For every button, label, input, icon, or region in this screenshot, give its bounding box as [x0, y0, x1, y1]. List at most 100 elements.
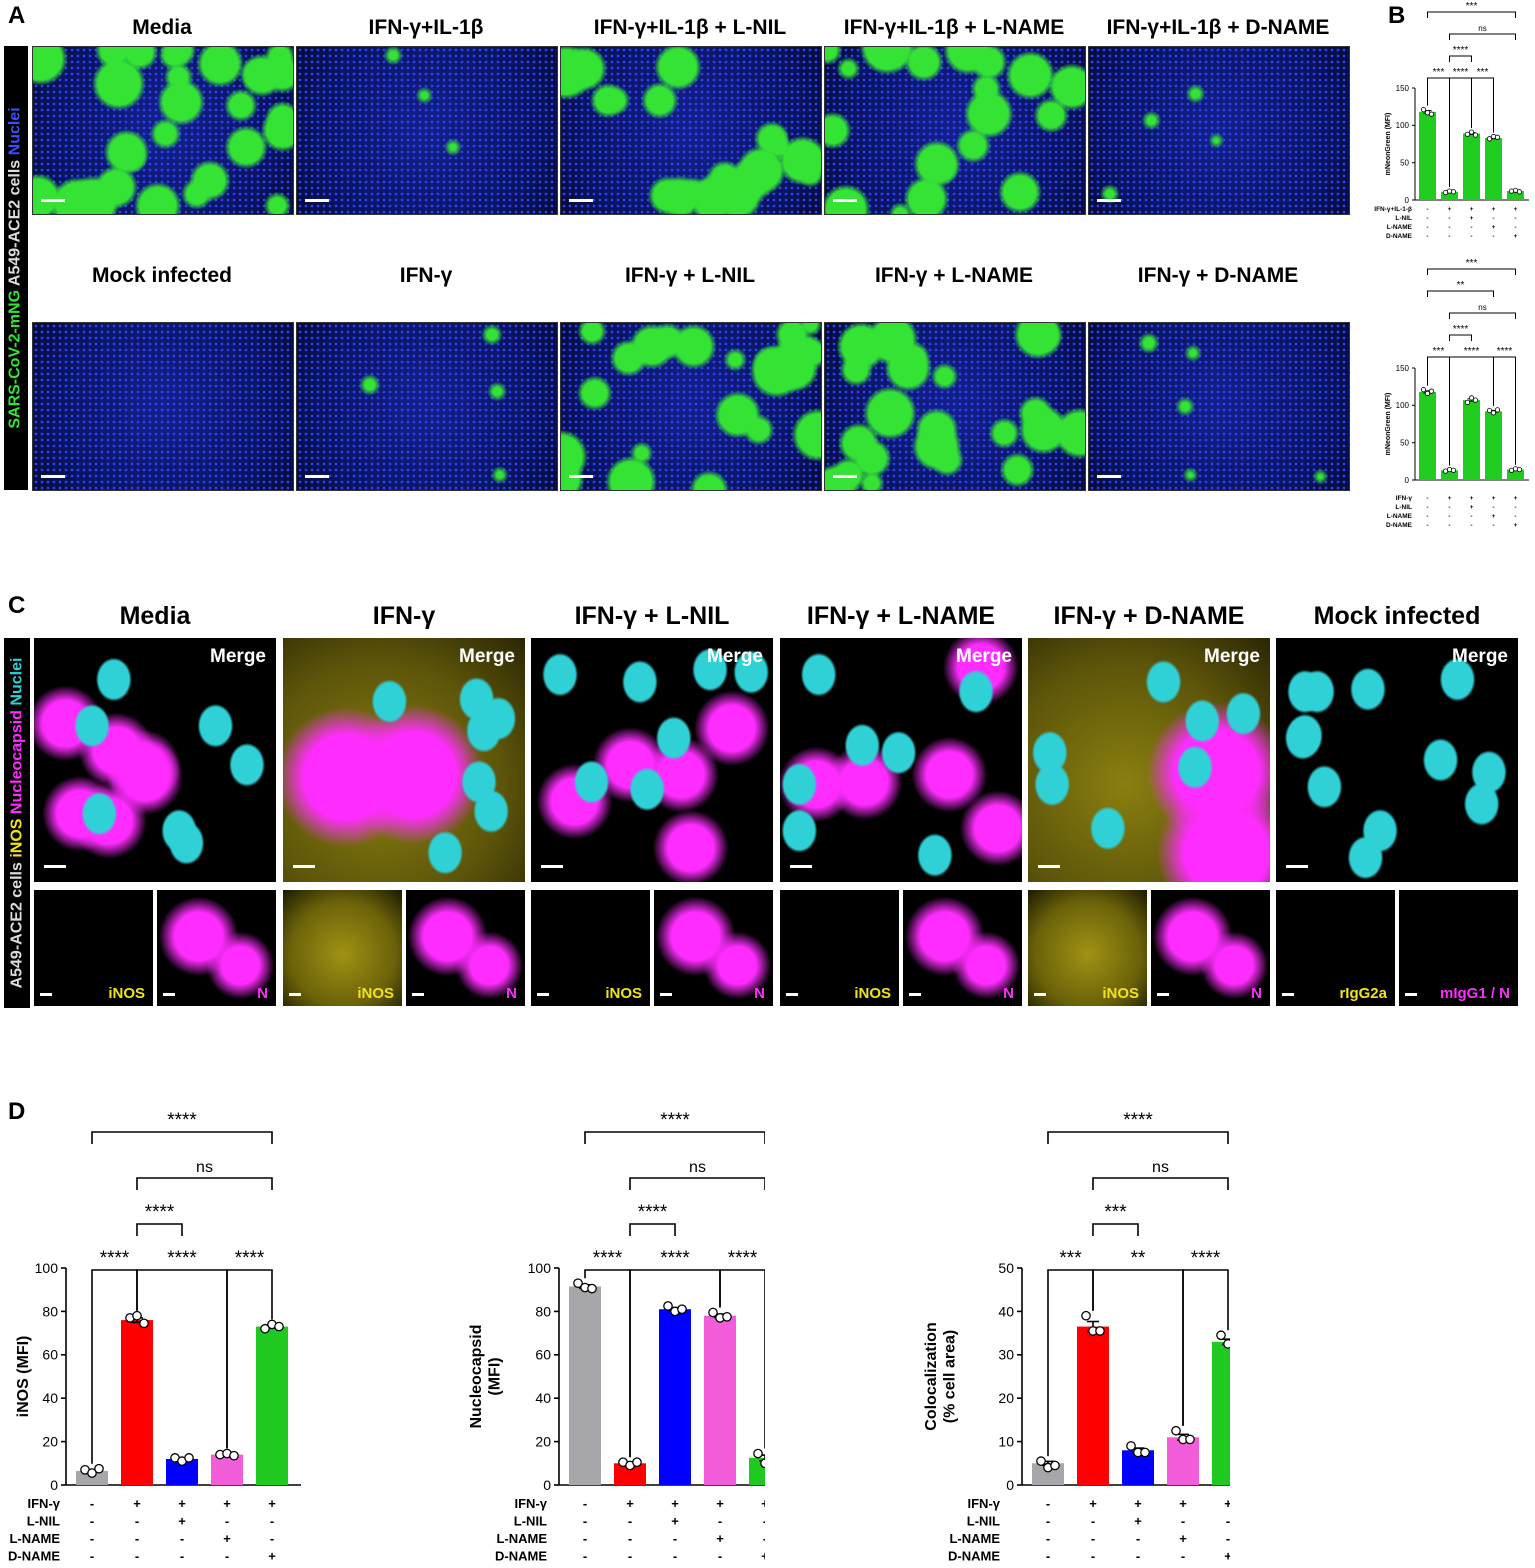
y-tick-label: 150 — [1396, 84, 1410, 93]
data-point — [1050, 1460, 1060, 1471]
condition-sign: - — [1470, 233, 1472, 240]
condition-sign: - — [270, 1531, 274, 1546]
condition-sign: - — [90, 1531, 94, 1546]
scale-bar — [660, 993, 672, 996]
fluorescence-micrograph — [32, 322, 294, 491]
y-tick-label: 0 — [1405, 196, 1410, 205]
significance-label: *** — [1433, 67, 1445, 78]
nucleocapsid-channel-image: N — [1151, 890, 1270, 1006]
scale-bar — [1157, 993, 1169, 996]
inos-channel-image: rIgG2a — [1276, 890, 1395, 1006]
channel-label: N — [1003, 985, 1014, 1002]
nucleocapsid-channel-image: N — [406, 890, 525, 1006]
condition-sign: - — [1046, 1549, 1050, 1564]
data-point — [1516, 189, 1523, 195]
condition-row-label: L-NAME — [949, 1531, 1000, 1546]
condition-sign: + — [268, 1549, 276, 1564]
significance-bracket — [226, 1269, 273, 1449]
condition-row-label: L-NAME — [9, 1531, 60, 1546]
panel-c-condition-title: Mock infected — [1313, 602, 1481, 630]
significance-label: **** — [1453, 45, 1469, 56]
channel-label: iNOS — [108, 985, 145, 1002]
scale-bar — [537, 993, 549, 996]
bar — [614, 1463, 646, 1485]
data-point — [1036, 1456, 1046, 1466]
significance-label: *** — [1466, 258, 1478, 269]
significance-label: *** — [1477, 67, 1489, 78]
panel-a-condition-title: IFN-γ + L-NIL — [624, 264, 756, 287]
condition-sign: - — [1448, 233, 1450, 240]
significance-bracket — [1449, 33, 1516, 40]
panel-label-c: C — [8, 592, 26, 619]
condition-sign: - — [1226, 1531, 1230, 1546]
condition-sign: - — [135, 1531, 139, 1546]
y-axis-label: Colocalization — [923, 1322, 940, 1430]
significance-label: **** — [167, 1110, 197, 1131]
condition-sign: - — [270, 1514, 274, 1529]
data-point — [1223, 1339, 1230, 1349]
bar — [569, 1286, 601, 1485]
data-point — [1494, 407, 1501, 413]
scale-bar — [1405, 993, 1417, 996]
condition-sign: - — [1091, 1514, 1095, 1529]
condition-row-label: L-NAME — [1387, 224, 1413, 231]
data-point — [94, 1463, 104, 1474]
significance-bracket — [136, 1223, 183, 1236]
bar — [1507, 469, 1524, 480]
condition-sign: - — [673, 1531, 677, 1546]
scale-bar — [305, 475, 329, 478]
bar — [1463, 400, 1480, 480]
channel-label: N — [1251, 985, 1262, 1002]
merge-label: Merge — [956, 646, 1012, 667]
channel-label: N — [506, 985, 517, 1002]
significance-bracket — [1092, 1223, 1139, 1236]
condition-sign: - — [1470, 224, 1472, 231]
condition-sign: - — [1492, 233, 1494, 240]
data-point — [1450, 189, 1457, 195]
significance-bracket — [1182, 1269, 1229, 1426]
data-point — [677, 1304, 687, 1315]
condition-sign: - — [1470, 522, 1472, 529]
condition-sign: - — [1470, 513, 1472, 520]
condition-sign: - — [180, 1549, 184, 1564]
scale-bar — [305, 199, 329, 202]
condition-sign: - — [1492, 522, 1494, 529]
data-point — [663, 1301, 673, 1311]
data-point — [132, 1310, 142, 1321]
panel-c-condition-title: IFN-γ — [372, 602, 436, 630]
significance-label: **** — [235, 1248, 265, 1269]
y-tick-label: 60 — [42, 1347, 58, 1363]
panel-a-condition-title: IFN-γ+IL-1β + L-NAME — [843, 16, 1065, 39]
data-point — [722, 1311, 732, 1322]
condition-sign: + — [1492, 224, 1496, 231]
scale-bar — [41, 199, 65, 202]
condition-sign: - — [583, 1549, 587, 1564]
data-point — [1424, 390, 1431, 396]
panel-a-side-label: SARS-CoV-2-mNG A549-ACE2 cells Nuclei — [7, 107, 24, 429]
scale-bar — [289, 993, 301, 996]
fluorescence-micrograph — [296, 46, 558, 215]
significance-bracket — [1092, 1177, 1229, 1190]
confocal-merge-image: Merge — [1028, 638, 1270, 882]
bar — [121, 1320, 153, 1485]
y-tick-label: 100 — [35, 1260, 59, 1276]
condition-sign: - — [1514, 504, 1516, 511]
inos-channel-image: iNOS — [34, 890, 153, 1006]
panel-label-d: D — [8, 1098, 26, 1125]
y-tick-label: 100 — [1396, 121, 1410, 130]
significance-label: **** — [100, 1248, 130, 1269]
y-tick-label: 50 — [1400, 438, 1409, 447]
panel-c-side-bar — [4, 638, 30, 1008]
condition-sign: + — [1492, 206, 1496, 213]
fluorescence-micrograph — [296, 322, 558, 491]
condition-sign: - — [225, 1549, 229, 1564]
condition-sign: - — [180, 1531, 184, 1546]
data-point — [1428, 111, 1435, 117]
y-tick-label: 20 — [42, 1434, 58, 1450]
condition-sign: - — [1426, 224, 1428, 231]
significance-label: *** — [1059, 1248, 1082, 1269]
condition-sign: + — [716, 1531, 724, 1546]
condition-sign: - — [90, 1496, 94, 1511]
data-point — [1140, 1447, 1150, 1458]
panel-a-condition-title: Mock infected — [91, 264, 233, 287]
